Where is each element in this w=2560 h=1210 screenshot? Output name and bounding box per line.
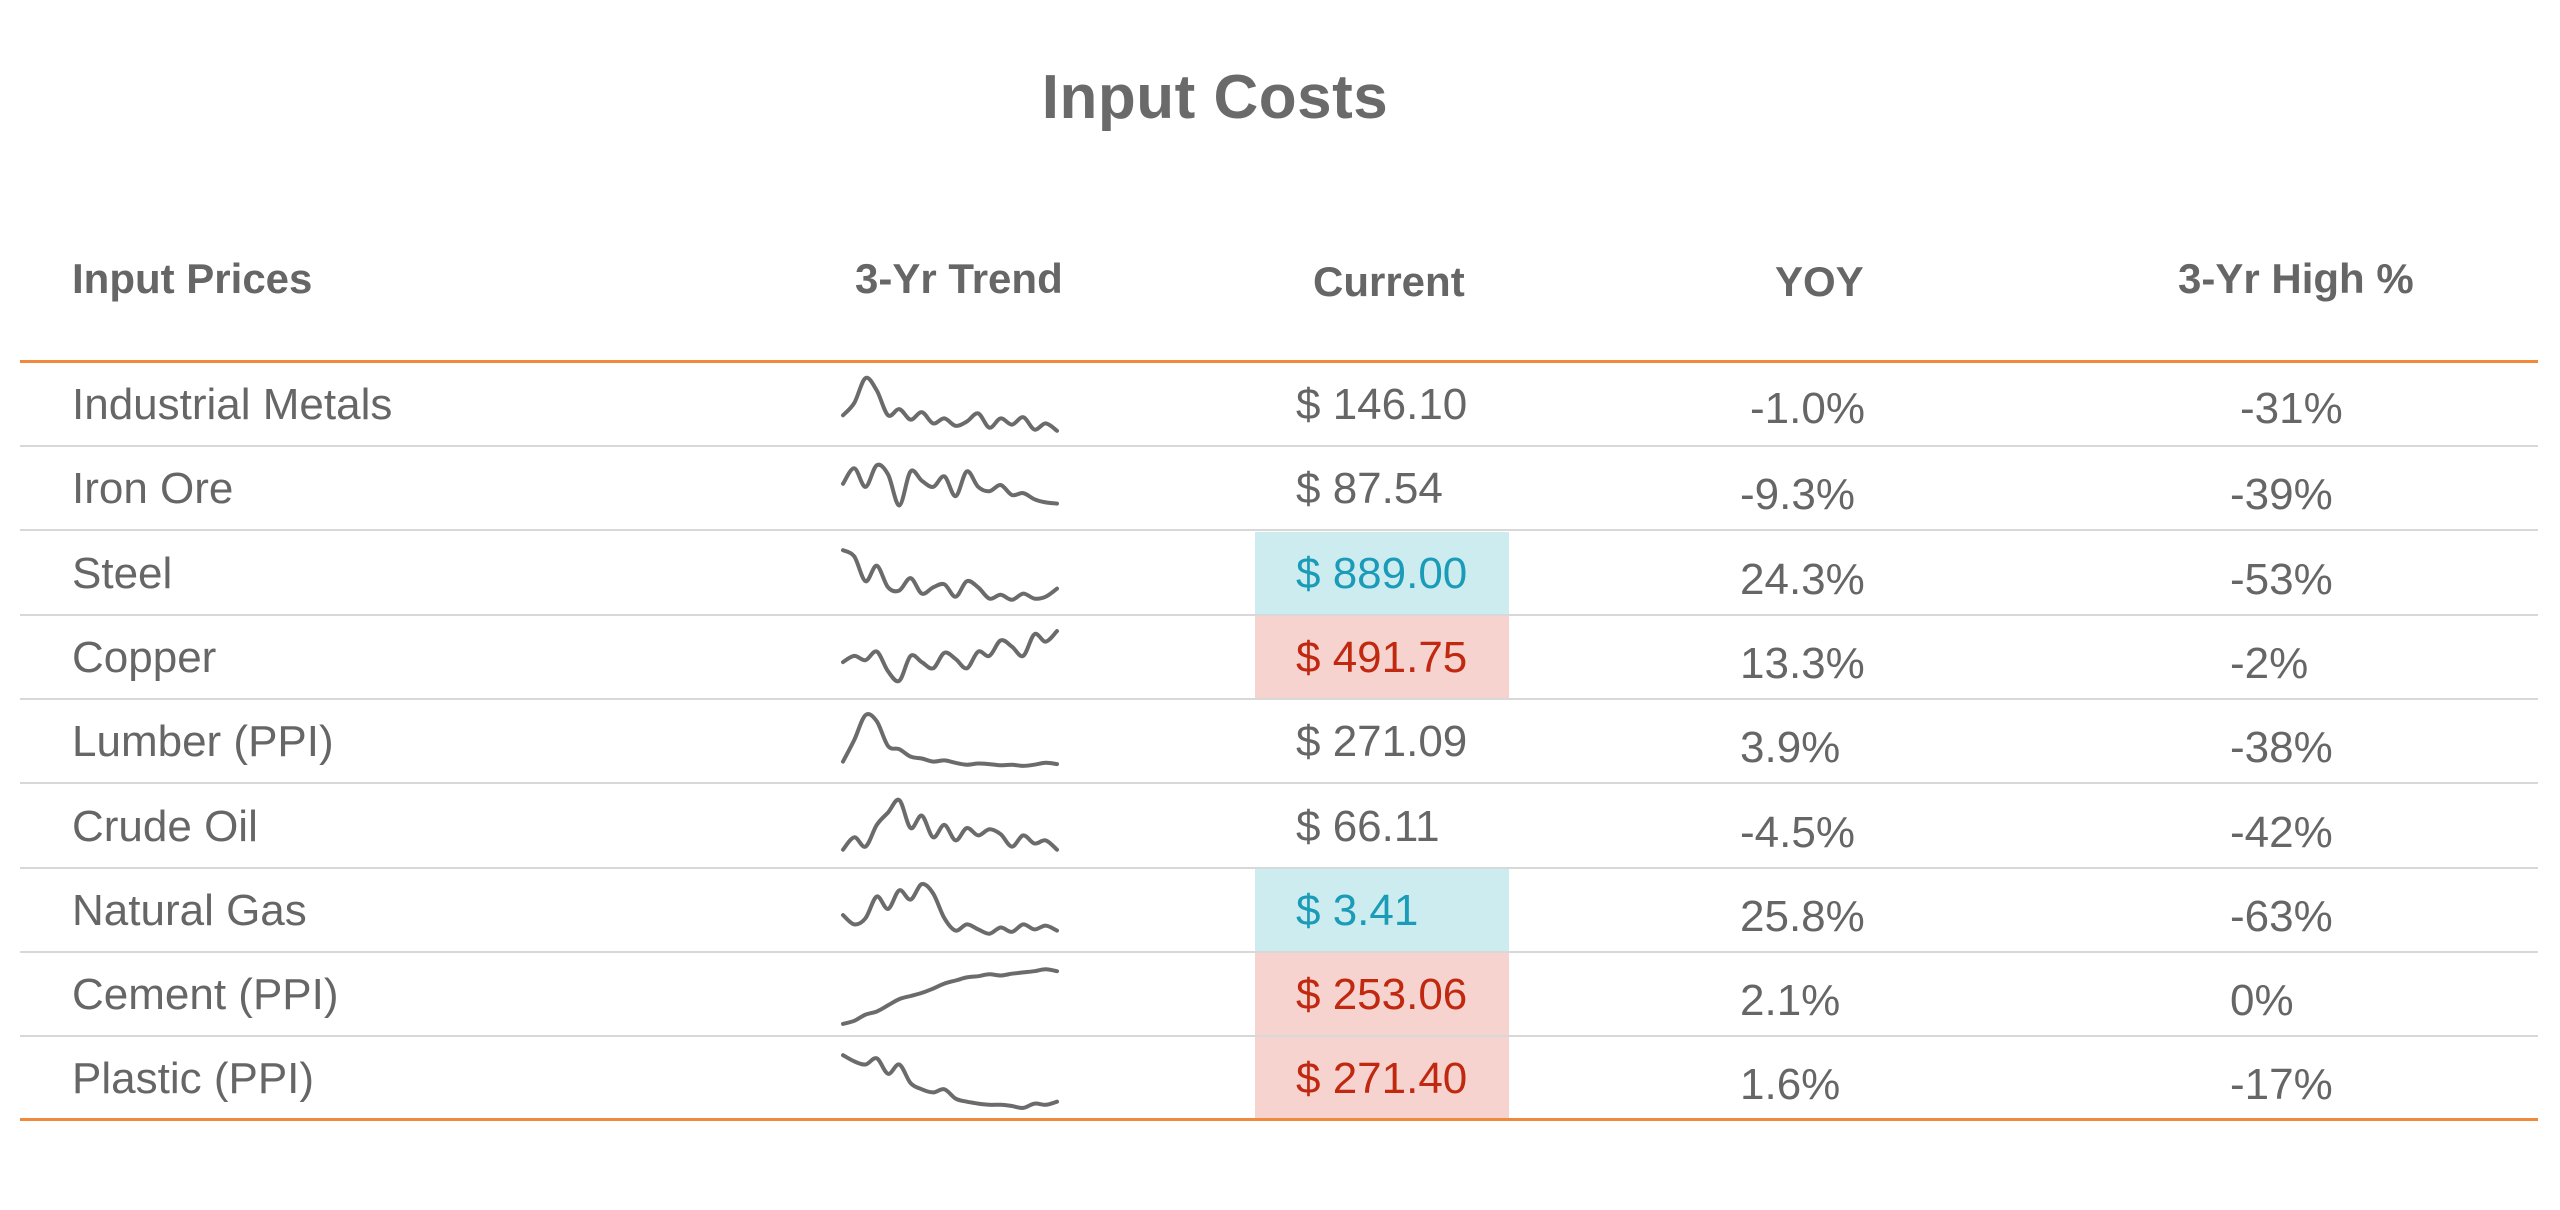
yoy-value: 24.3% bbox=[1740, 554, 1865, 604]
current-value: $ 271.09 bbox=[1296, 717, 1468, 767]
page-title: Input Costs bbox=[1041, 63, 1389, 132]
current-highlight bbox=[1255, 953, 1509, 1036]
current-highlight bbox=[1255, 531, 1509, 614]
table-row: Copper $ 491.75 13.3% -2% bbox=[20, 615, 2538, 700]
table-row: Natural Gas $ 3.41 25.8% -63% bbox=[20, 868, 2538, 953]
trend-sparkline bbox=[835, 536, 1065, 614]
current-value: $ 66.11 bbox=[1296, 801, 1440, 851]
table-row: Steel $ 889.00 24.3% -53% bbox=[20, 531, 2538, 616]
high-pct-value: -38% bbox=[2230, 723, 2333, 773]
row-label: Plastic (PPI) bbox=[72, 1054, 315, 1104]
row-label: Crude Oil bbox=[72, 801, 258, 851]
current-value: $ 889.00 bbox=[1296, 548, 1468, 598]
row-label: Natural Gas bbox=[72, 885, 307, 935]
yoy-value: 2.1% bbox=[1740, 976, 1841, 1026]
table-top-rule bbox=[20, 360, 2538, 363]
yoy-value: 25.8% bbox=[1740, 891, 1865, 941]
row-label: Industrial Metals bbox=[72, 380, 393, 429]
trend-sparkline bbox=[835, 451, 1065, 529]
sparkline-path bbox=[841, 375, 1059, 433]
yoy-value: -9.3% bbox=[1740, 470, 1855, 520]
table-bottom-rule bbox=[20, 1118, 2538, 1121]
header-trend: 3-Yr Trend bbox=[855, 255, 1063, 302]
sparkline-path bbox=[841, 797, 1059, 852]
header-yoy: YOY bbox=[1775, 258, 1864, 305]
header-current: Current bbox=[1313, 258, 1465, 305]
header-input-prices: Input Prices bbox=[72, 255, 313, 302]
sparkline-path bbox=[841, 628, 1059, 684]
high-pct-value: -31% bbox=[2240, 384, 2343, 433]
yoy-value: 13.3% bbox=[1740, 638, 1865, 688]
high-pct-value: -39% bbox=[2230, 470, 2333, 520]
row-label: Copper bbox=[72, 632, 217, 682]
trend-sparkline bbox=[835, 957, 1065, 1035]
sparkline-path bbox=[841, 712, 1059, 769]
table-row: Plastic (PPI) $ 271.40 1.6% -17% bbox=[20, 1037, 2538, 1121]
trend-sparkline bbox=[835, 704, 1065, 782]
high-pct-value: -2% bbox=[2230, 638, 2309, 688]
sparkline-path bbox=[841, 1053, 1059, 1111]
table-row: Industrial Metals $ 146.10 -1.0% -31% bbox=[20, 363, 2538, 447]
row-label: Cement (PPI) bbox=[72, 970, 339, 1020]
row-label: Steel bbox=[72, 548, 173, 598]
row-label: Lumber (PPI) bbox=[72, 717, 334, 767]
current-value: $ 271.40 bbox=[1296, 1054, 1468, 1104]
yoy-value: 3.9% bbox=[1740, 723, 1841, 773]
yoy-value: -4.5% bbox=[1740, 807, 1855, 857]
sparkline-path bbox=[841, 463, 1059, 508]
yoy-value: -1.0% bbox=[1750, 384, 1865, 433]
current-value: $ 491.75 bbox=[1296, 632, 1468, 682]
current-value: $ 253.06 bbox=[1296, 970, 1468, 1020]
table-row: Crude Oil $ 66.11 -4.5% -42% bbox=[20, 785, 2538, 869]
trend-sparkline bbox=[835, 789, 1065, 867]
trend-sparkline bbox=[835, 873, 1065, 951]
table-row: Cement (PPI) $ 253.06 2.1% 0% bbox=[20, 953, 2538, 1038]
high-pct-value: -53% bbox=[2230, 554, 2333, 604]
row-label: Iron Ore bbox=[72, 464, 234, 514]
sparkline-path bbox=[841, 881, 1059, 936]
yoy-value: 1.6% bbox=[1740, 1060, 1841, 1110]
high-pct-value: -63% bbox=[2230, 891, 2333, 941]
trend-sparkline bbox=[835, 1041, 1065, 1119]
sparkline-path bbox=[841, 967, 1059, 1026]
high-pct-value: -42% bbox=[2230, 807, 2333, 857]
current-highlight bbox=[1255, 1037, 1509, 1120]
current-highlight bbox=[1255, 615, 1509, 698]
sparkline-path bbox=[841, 547, 1059, 602]
high-pct-value: -17% bbox=[2230, 1060, 2333, 1110]
table-row: Lumber (PPI) $ 271.09 3.9% -38% bbox=[20, 700, 2538, 785]
table-row: Iron Ore $ 87.54 -9.3% -39% bbox=[20, 447, 2538, 532]
trend-sparkline bbox=[835, 620, 1065, 698]
current-value: $ 146.10 bbox=[1296, 380, 1468, 429]
header-3yr-high: 3-Yr High % bbox=[2178, 255, 2414, 302]
current-highlight bbox=[1255, 868, 1509, 951]
current-value: $ 3.41 bbox=[1296, 885, 1419, 935]
current-value: $ 87.54 bbox=[1296, 464, 1443, 514]
high-pct-value: 0% bbox=[2230, 976, 2294, 1026]
trend-sparkline bbox=[835, 367, 1065, 445]
